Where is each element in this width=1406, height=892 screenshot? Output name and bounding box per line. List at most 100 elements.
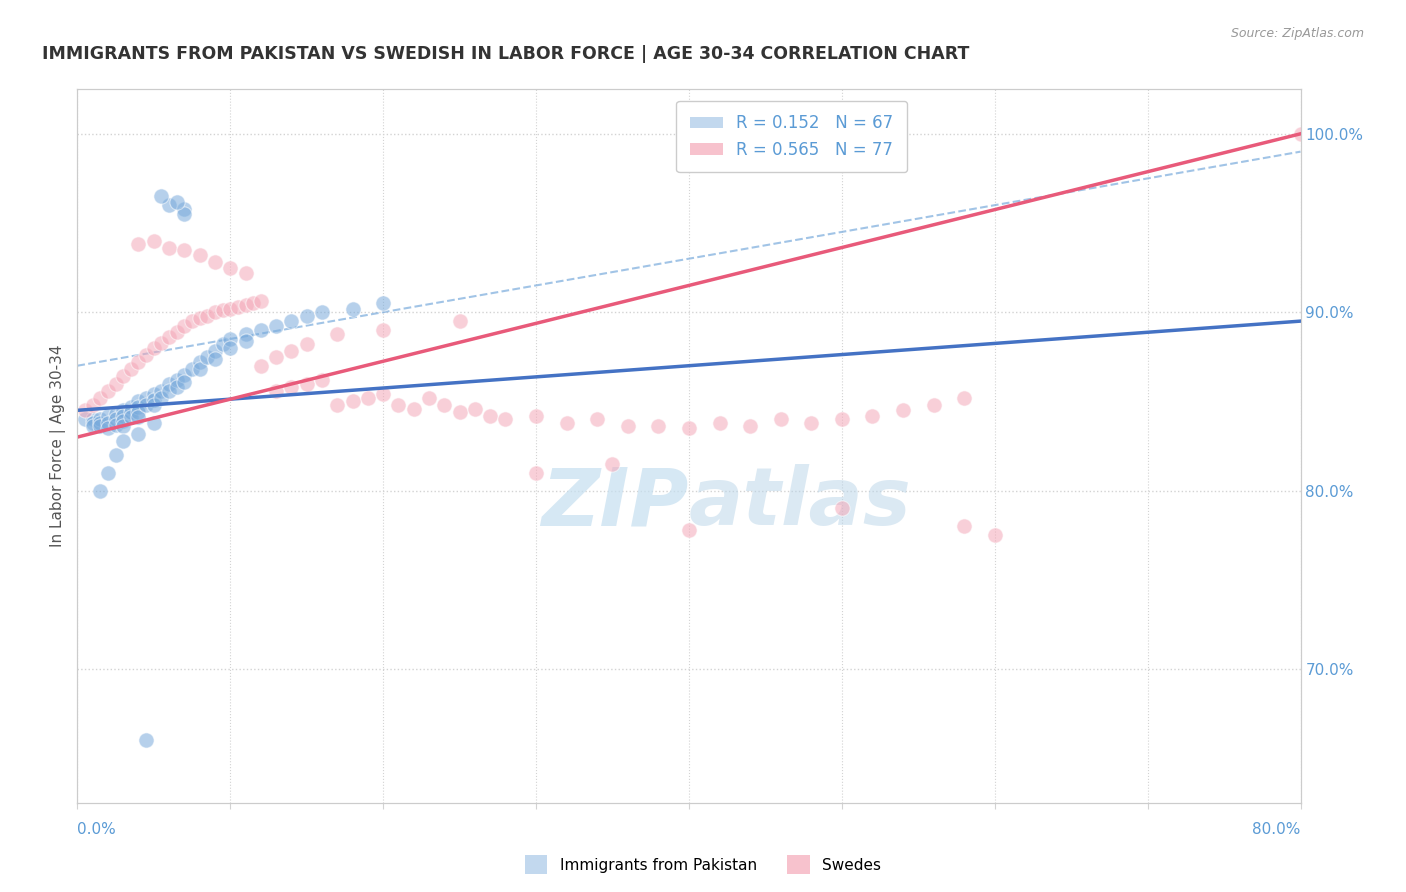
Point xyxy=(402,401,425,416)
Point xyxy=(226,300,249,314)
Point xyxy=(150,189,173,203)
Point xyxy=(242,296,264,310)
Point xyxy=(953,391,976,405)
Point xyxy=(235,298,257,312)
Point xyxy=(219,260,242,275)
Point xyxy=(235,266,257,280)
Point xyxy=(150,384,173,398)
Point xyxy=(188,362,211,376)
Point xyxy=(250,359,273,373)
Point xyxy=(524,466,547,480)
Point xyxy=(82,412,104,426)
Point xyxy=(204,255,226,269)
Point xyxy=(166,325,188,339)
Point xyxy=(120,400,142,414)
Point xyxy=(89,483,111,498)
Point xyxy=(371,296,394,310)
Point xyxy=(342,394,364,409)
Point xyxy=(142,234,165,248)
Point xyxy=(142,416,165,430)
Point xyxy=(120,410,142,425)
Point xyxy=(524,409,547,423)
Point xyxy=(495,412,517,426)
Text: IMMIGRANTS FROM PAKISTAN VS SWEDISH IN LABOR FORCE | AGE 30-34 CORRELATION CHART: IMMIGRANTS FROM PAKISTAN VS SWEDISH IN L… xyxy=(42,45,970,62)
Point xyxy=(120,405,142,419)
Point xyxy=(135,348,157,362)
Point xyxy=(586,412,609,426)
Point xyxy=(89,419,111,434)
Point xyxy=(280,344,302,359)
Point xyxy=(135,398,157,412)
Point xyxy=(166,194,188,209)
Point xyxy=(433,398,456,412)
Point xyxy=(89,416,111,430)
Point xyxy=(891,403,914,417)
Legend: Immigrants from Pakistan, Swedes: Immigrants from Pakistan, Swedes xyxy=(519,849,887,880)
Point xyxy=(264,350,287,364)
Point xyxy=(295,376,318,391)
Point xyxy=(219,341,242,355)
Point xyxy=(82,398,104,412)
Point xyxy=(142,387,165,401)
Point xyxy=(195,350,218,364)
Point xyxy=(97,416,120,430)
Point xyxy=(157,330,180,344)
Point xyxy=(97,421,120,435)
Point xyxy=(135,733,157,747)
Point xyxy=(250,323,273,337)
Point xyxy=(82,416,104,430)
Point xyxy=(157,198,180,212)
Point xyxy=(173,368,195,382)
Point xyxy=(112,434,135,448)
Point xyxy=(135,391,157,405)
Point xyxy=(371,387,394,401)
Legend: R = 0.152   N = 67, R = 0.565   N = 77: R = 0.152 N = 67, R = 0.565 N = 77 xyxy=(676,101,907,172)
Point xyxy=(104,376,127,391)
Point xyxy=(97,384,120,398)
Point xyxy=(173,243,195,257)
Point xyxy=(73,403,96,417)
Point xyxy=(104,448,127,462)
Point xyxy=(188,355,211,369)
Point xyxy=(104,407,127,421)
Point xyxy=(128,426,150,441)
Point xyxy=(204,305,226,319)
Point xyxy=(173,319,195,334)
Point xyxy=(128,237,150,252)
Point xyxy=(128,400,150,414)
Point xyxy=(181,362,204,376)
Point xyxy=(195,309,218,323)
Point xyxy=(709,416,731,430)
Point xyxy=(311,373,333,387)
Point xyxy=(602,457,624,471)
Text: 0.0%: 0.0% xyxy=(77,822,117,837)
Point xyxy=(128,410,150,425)
Point xyxy=(740,419,762,434)
Point xyxy=(295,337,318,351)
Point xyxy=(104,417,127,432)
Point xyxy=(953,519,976,533)
Point xyxy=(371,323,394,337)
Point xyxy=(418,391,440,405)
Point xyxy=(831,412,853,426)
Point xyxy=(157,384,180,398)
Point xyxy=(295,309,318,323)
Point xyxy=(342,301,364,316)
Point xyxy=(219,301,242,316)
Point xyxy=(173,207,195,221)
Point xyxy=(831,501,853,516)
Point xyxy=(449,405,471,419)
Point xyxy=(157,376,180,391)
Point xyxy=(112,419,135,434)
Point xyxy=(922,398,945,412)
Point xyxy=(678,421,700,435)
Point xyxy=(97,409,120,423)
Point xyxy=(157,241,180,255)
Point xyxy=(326,398,349,412)
Point xyxy=(173,202,195,216)
Point xyxy=(112,369,135,384)
Point xyxy=(112,414,135,428)
Point xyxy=(120,362,142,376)
Point xyxy=(678,523,700,537)
Point xyxy=(1289,127,1312,141)
